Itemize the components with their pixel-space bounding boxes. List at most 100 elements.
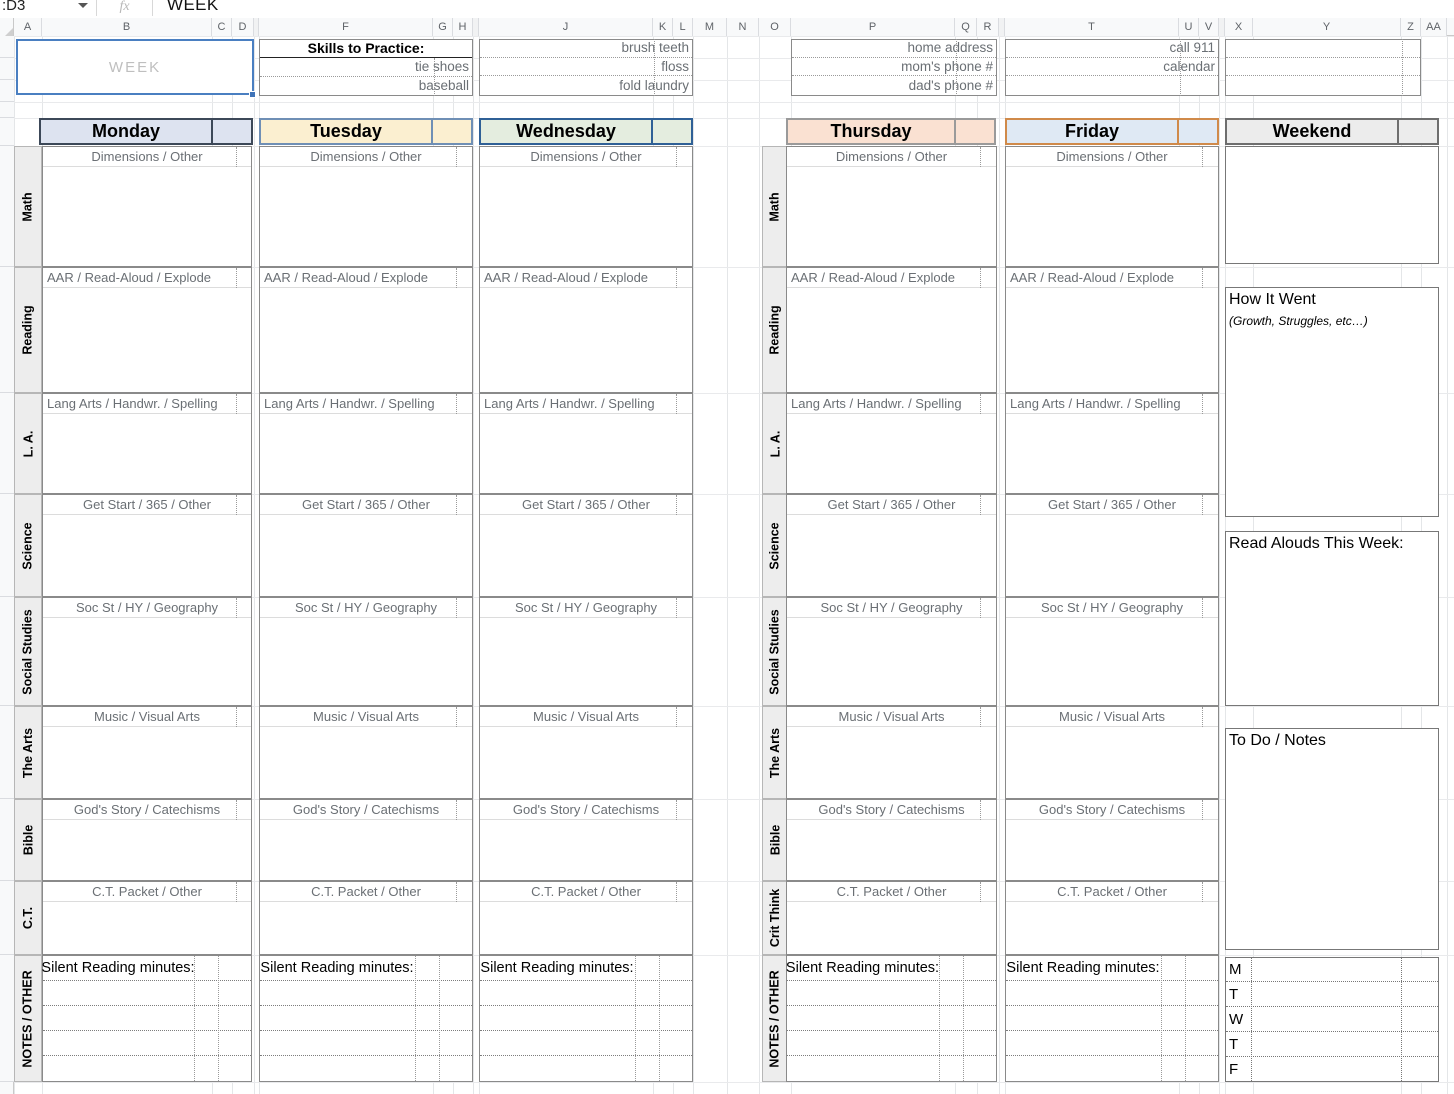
row-header[interactable] [0,118,14,146]
subject-cell[interactable] [786,597,997,706]
subject-cell[interactable] [259,706,473,799]
column-header-A[interactable]: A [14,18,42,36]
day-header-tail-wednesday[interactable] [653,118,693,145]
day-header-tail-monday[interactable] [213,118,253,145]
column-header-Z[interactable]: Z [1401,18,1421,36]
weekend-open-box[interactable] [1225,146,1439,264]
column-header-K[interactable]: K [653,18,673,36]
week-cell[interactable]: WEEK [16,39,254,95]
column-header-X[interactable]: X [1225,18,1253,36]
top-list-item[interactable]: tie shoes [260,58,472,77]
subject-cell[interactable] [479,597,693,706]
subject-cell[interactable] [1005,494,1219,597]
selection-fill-handle[interactable] [249,91,256,98]
row-header[interactable] [0,494,14,597]
row-header[interactable] [0,597,14,706]
subject-cell[interactable] [42,881,252,955]
column-header-AA[interactable]: AA [1421,18,1447,36]
column-header-D[interactable]: D [232,18,254,36]
top-list-item[interactable] [1226,76,1420,95]
column-header-P[interactable]: P [791,18,955,36]
subject-cell[interactable] [42,799,252,881]
subject-cell[interactable] [42,494,252,597]
day-header-tail-weekend[interactable] [1399,118,1439,145]
panel-read-alouds[interactable] [1225,531,1439,706]
row-header[interactable] [0,102,14,118]
subject-cell[interactable] [42,706,252,799]
subject-cell[interactable] [479,881,693,955]
row-header[interactable] [0,146,14,267]
column-header-Y[interactable]: Y [1253,18,1401,36]
top-list-item[interactable]: home address [792,39,996,58]
day-header-weekend[interactable]: Weekend [1225,118,1399,145]
top-list-item[interactable] [1226,39,1420,58]
formula-input[interactable]: WEEK [152,0,1454,16]
name-box[interactable]: :D3 [2,0,26,14]
notes-cell[interactable] [786,955,997,1082]
top-list-item[interactable]: dad's phone # [908,78,993,94]
column-header-H[interactable]: H [453,18,473,36]
subject-cell[interactable] [42,267,252,393]
row-header[interactable] [0,881,14,955]
day-checklist-row[interactable]: T [1226,1032,1438,1057]
column-header-J[interactable]: J [479,18,653,36]
notes-cell[interactable] [42,955,252,1082]
subject-cell[interactable] [479,494,693,597]
day-header-thursday[interactable]: Thursday [786,118,956,145]
notes-cell[interactable] [259,955,473,1082]
subject-cell[interactable] [786,881,997,955]
row-header[interactable] [0,393,14,494]
top-list-item[interactable]: baseball [418,78,469,94]
subject-cell[interactable] [259,494,473,597]
top-list-item[interactable]: calendar [1006,58,1218,77]
row-header[interactable] [0,80,14,102]
panel-how-it-went[interactable] [1225,287,1439,517]
top-list-item[interactable] [1006,76,1218,95]
column-header-G[interactable]: G [433,18,453,36]
subject-cell[interactable] [786,393,997,494]
subject-cell[interactable] [479,706,693,799]
day-header-tail-thursday[interactable] [956,118,996,145]
subject-cell[interactable] [1005,597,1219,706]
top-list-item[interactable] [1226,58,1420,77]
column-header-B[interactable]: B [42,18,212,36]
top-list-item[interactable]: brush teeth [480,39,692,58]
row-header[interactable] [0,58,14,80]
subject-cell[interactable] [786,494,997,597]
subject-cell[interactable] [259,881,473,955]
column-header-Q[interactable]: Q [955,18,977,36]
subject-cell[interactable] [42,597,252,706]
day-header-monday[interactable]: Monday [39,118,213,145]
day-header-tail-tuesday[interactable] [433,118,473,145]
column-header-R[interactable]: R [977,18,999,36]
day-checklist-row[interactable]: W [1226,1007,1438,1032]
day-header-tuesday[interactable]: Tuesday [259,118,433,145]
column-header-C[interactable]: C [212,18,232,36]
panel-day-checklist[interactable] [1225,957,1439,1082]
notes-cell[interactable] [1005,955,1219,1082]
panel-todo[interactable] [1225,728,1439,950]
subject-cell[interactable] [479,799,693,881]
subject-cell[interactable] [259,799,473,881]
top-list-item[interactable]: call 911 [1006,39,1218,58]
subject-cell[interactable] [1005,799,1219,881]
subject-cell[interactable] [786,267,997,393]
day-header-wednesday[interactable]: Wednesday [479,118,653,145]
subject-cell[interactable] [259,393,473,494]
row-header[interactable] [0,267,14,393]
row-header[interactable] [0,36,14,58]
select-all-corner[interactable] [0,18,14,36]
name-box-dropdown-icon[interactable] [70,0,96,17]
day-checklist-row[interactable]: F [1229,1061,1239,1078]
row-header[interactable] [0,799,14,881]
subject-cell[interactable] [786,706,997,799]
day-header-tail-friday[interactable] [1179,118,1219,145]
subject-cell[interactable] [42,393,252,494]
top-list-item[interactable]: mom's phone # [792,58,996,77]
subject-cell[interactable] [479,393,693,494]
row-header[interactable] [0,955,14,1082]
subject-cell[interactable] [1005,706,1219,799]
subject-cell[interactable] [259,267,473,393]
column-header-T[interactable]: T [1005,18,1179,36]
column-header-U[interactable]: U [1179,18,1199,36]
